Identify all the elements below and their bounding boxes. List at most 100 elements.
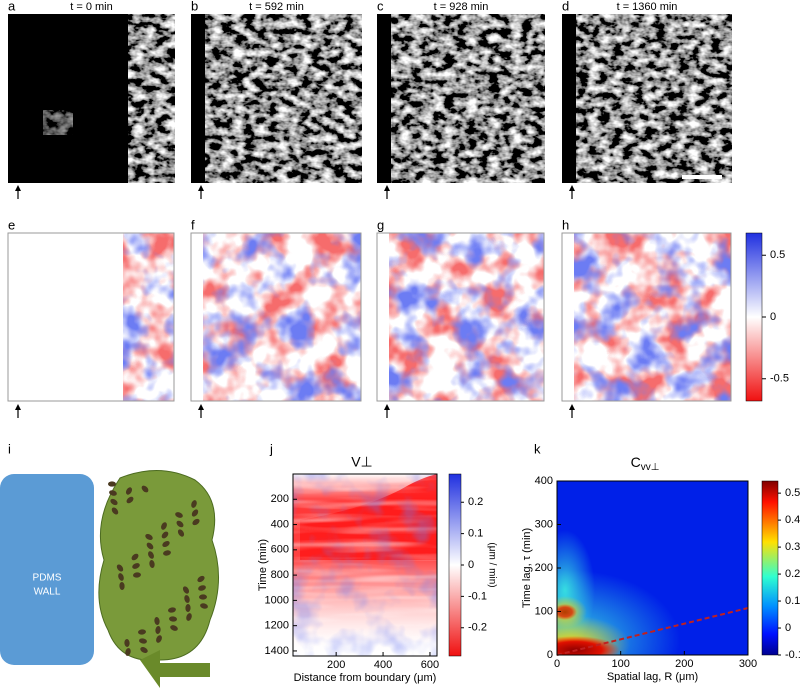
panel-title: t = 928 min [434,1,489,13]
map-frame [376,232,545,402]
y-tick-label: 200 [271,493,289,505]
cell-nucleus [154,617,160,625]
fit-line [556,607,749,656]
cell-nucleus [132,563,140,569]
pdms-wall [0,474,94,665]
cell-nucleus [133,572,141,578]
y-axis-label: Time lag, τ (min) [521,528,533,608]
panel-label: g [377,217,384,232]
colorbar-tick-label: 0.1 [468,528,483,540]
cell-nucleus [125,487,133,495]
velocity-map-blue [123,233,174,401]
cell-nucleus [131,553,139,561]
colorbar-tick-label: 0.3 [785,541,800,553]
velocity-map-blue [389,233,544,401]
cell-nucleus [198,585,206,591]
micrograph-texture [205,14,362,183]
y-tick-label: 100 [535,605,553,617]
panel-title: t = 592 min [249,1,304,13]
map-frame [7,232,175,402]
cell-nucleus [176,520,184,528]
y-tick-label: 1000 [265,594,289,606]
y-tick-label: 300 [535,518,553,530]
colorbar-tick-label: 0.2 [785,568,800,580]
panel-label: b [191,0,198,13]
y-tick-label: 600 [271,544,289,556]
cell-nucleus [111,507,119,515]
cell-nucleus [200,603,208,609]
cell-nucleus [110,498,118,506]
velocity-map-blue [574,233,731,401]
cell-nucleus [182,586,190,594]
scale-bar [682,175,722,179]
panel-label: i [8,441,11,456]
colorbar-tick-label: 0.2 [468,496,483,508]
colorbar [448,473,462,657]
cell-nucleus [175,512,183,518]
panel-label: e [8,217,15,232]
cell-nuclei [108,481,208,656]
position-arrow-head [569,404,575,410]
cell-nucleus [118,573,124,581]
cell-nucleus [184,595,190,603]
cell-nucleus [191,500,197,508]
panel-title: t = 1360 min [617,1,678,13]
y-tick-label: 800 [271,569,289,581]
chart-title: Cvv⊥ [631,454,660,473]
wall-label: WALL [34,587,61,598]
cell-nucleus [170,625,178,631]
x-tick-label: 200 [327,659,345,671]
cell-nucleus [168,607,176,613]
chart-title-main: C [631,454,641,470]
colorbar-tick-label: 0 [785,622,791,634]
position-arrow-head [15,404,21,410]
position-arrow-head [198,185,204,191]
micrograph-texture [391,14,545,183]
colorbar-tick-label: 0.5 [785,487,800,499]
colorbar-tick-label: 0.5 [770,249,785,261]
cell-nucleus [146,542,154,550]
panel-label: c [377,0,384,13]
position-arrow-head [569,185,575,191]
cell-nucleus [138,629,146,635]
x-axis-label: Distance from boundary (μm) [294,672,437,684]
x-tick-label: 200 [675,658,693,670]
cell-nucleus [139,638,147,644]
cell-nucleus [145,534,153,540]
panel-label: a [8,0,16,13]
colorbar-tick-label: 0 [468,559,474,571]
cell-nucleus [148,551,154,559]
panel-label: h [562,217,569,232]
x-tick-label: 600 [421,659,439,671]
colorbar-label: (μm / min) [486,542,497,587]
wall-label: PDMS [33,573,62,584]
cell-nucleus [126,496,134,504]
cell-nucleus [199,594,207,600]
cell-nucleus [185,604,191,612]
x-axis-label: Spatial lag, R (μm) [607,671,698,683]
cell-nucleus [140,647,148,653]
cell-nucleus [191,509,199,517]
panel-label: f [191,217,195,232]
cell-nucleus [162,540,170,548]
y-tick-label: 1400 [265,645,289,657]
panel-label: j [269,441,273,456]
y-tick-label: 1200 [265,620,289,632]
cell-nucleus [169,616,177,622]
x-tick-label: 400 [374,659,392,671]
cell-nucleus [125,648,131,656]
cell-nucleus [109,490,117,496]
y-tick-label: 0 [547,649,553,661]
position-arrow-head [15,185,21,191]
migration-arrow [140,650,210,688]
x-tick-label: 300 [739,658,757,670]
panel-title: t = 0 min [70,1,113,13]
cell-nucleus [161,522,167,530]
cell-nucleus [108,481,116,487]
colorbar-tick-label: -0.5 [770,373,789,385]
cell-nucleus [192,518,200,526]
cell-nucleus [177,529,185,537]
cell-nucleus [161,531,169,539]
colorbar [761,480,779,656]
